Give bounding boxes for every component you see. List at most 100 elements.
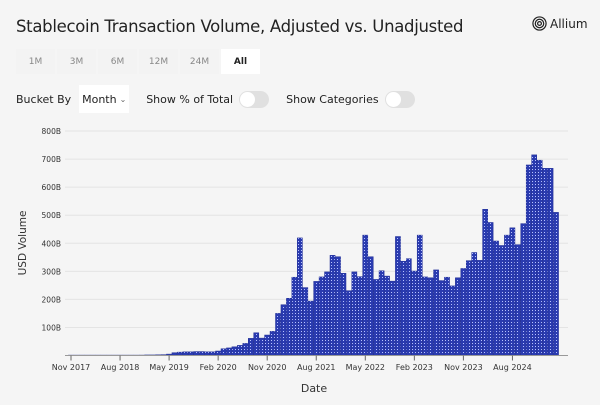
x-axis-label: Date bbox=[301, 382, 328, 395]
bar[interactable] bbox=[318, 276, 325, 356]
bar[interactable] bbox=[444, 276, 450, 356]
bar[interactable] bbox=[389, 280, 396, 356]
bar[interactable] bbox=[449, 285, 456, 356]
x-tick-label: May 2019 bbox=[149, 363, 188, 372]
bar[interactable] bbox=[198, 351, 205, 356]
bar[interactable] bbox=[335, 256, 341, 356]
bar[interactable] bbox=[177, 351, 183, 356]
bar[interactable] bbox=[193, 351, 200, 356]
bar[interactable] bbox=[411, 270, 418, 356]
bar[interactable] bbox=[264, 334, 270, 356]
show-pct-label: Show % of Total bbox=[146, 92, 234, 106]
bar[interactable] bbox=[357, 276, 363, 356]
bar[interactable] bbox=[553, 212, 559, 356]
y-tick-label: 600B bbox=[42, 183, 61, 192]
x-tick-label: Feb 2020 bbox=[200, 363, 237, 372]
bar[interactable] bbox=[504, 234, 510, 356]
bar[interactable] bbox=[307, 300, 314, 356]
bar[interactable] bbox=[520, 223, 527, 356]
bar[interactable] bbox=[482, 209, 488, 356]
bar[interactable] bbox=[498, 245, 505, 356]
bar[interactable] bbox=[182, 351, 189, 356]
bar[interactable] bbox=[188, 351, 194, 356]
bar[interactable] bbox=[351, 271, 358, 356]
bar[interactable] bbox=[280, 304, 287, 356]
allium-logo-icon bbox=[532, 16, 547, 31]
bar[interactable] bbox=[346, 290, 352, 356]
range-all-button[interactable]: All bbox=[221, 49, 260, 74]
bar[interactable] bbox=[427, 277, 434, 356]
bucket-select[interactable]: Month ⌄ bbox=[79, 85, 130, 113]
bar[interactable] bbox=[340, 273, 347, 356]
logo-text: Allium bbox=[550, 16, 588, 31]
bar[interactable] bbox=[422, 276, 428, 356]
range-12m-button[interactable]: 12M bbox=[139, 49, 178, 74]
range-1m-button[interactable]: 1M bbox=[16, 49, 55, 74]
bar[interactable] bbox=[542, 168, 548, 356]
bar[interactable] bbox=[400, 260, 407, 356]
bar[interactable] bbox=[204, 351, 210, 356]
bar[interactable] bbox=[460, 268, 467, 356]
bar[interactable] bbox=[515, 244, 521, 356]
bar[interactable] bbox=[242, 343, 249, 356]
bar[interactable] bbox=[220, 348, 227, 356]
bar[interactable] bbox=[509, 227, 516, 356]
y-tick-label: 200B bbox=[42, 295, 61, 304]
y-tick-label: 400B bbox=[42, 239, 61, 248]
bar[interactable] bbox=[253, 332, 260, 356]
bar[interactable] bbox=[258, 337, 265, 356]
range-24m-button[interactable]: 24M bbox=[180, 49, 219, 74]
y-tick-label: 300B bbox=[42, 267, 61, 276]
bar[interactable] bbox=[248, 338, 254, 356]
bar[interactable] bbox=[471, 252, 478, 356]
show-categories-toggle[interactable] bbox=[384, 90, 415, 108]
bar[interactable] bbox=[547, 168, 554, 356]
bar[interactable] bbox=[531, 154, 538, 356]
bar[interactable] bbox=[275, 313, 281, 356]
bar[interactable] bbox=[476, 260, 483, 356]
bar[interactable] bbox=[536, 159, 543, 356]
bar[interactable] bbox=[237, 345, 243, 356]
y-tick-label: 800B bbox=[42, 127, 61, 136]
bar[interactable] bbox=[395, 236, 401, 356]
range-3m-button[interactable]: 3M bbox=[57, 49, 96, 74]
bar[interactable] bbox=[493, 240, 499, 356]
bar[interactable] bbox=[433, 269, 439, 356]
bar[interactable] bbox=[438, 280, 445, 356]
bar[interactable] bbox=[302, 287, 309, 356]
bar[interactable] bbox=[286, 298, 292, 356]
bar[interactable] bbox=[416, 234, 423, 356]
bar[interactable] bbox=[466, 260, 472, 356]
bar[interactable] bbox=[487, 222, 494, 356]
bar[interactable] bbox=[362, 234, 369, 356]
x-tick-label: May 2022 bbox=[346, 363, 385, 372]
bar[interactable] bbox=[215, 350, 221, 356]
bar[interactable] bbox=[209, 351, 216, 356]
x-tick-label: Nov 2020 bbox=[248, 363, 287, 372]
x-tick-label: Aug 2021 bbox=[297, 363, 336, 372]
bar[interactable] bbox=[384, 275, 390, 356]
bar[interactable] bbox=[406, 258, 412, 356]
x-tick-label: Aug 2024 bbox=[493, 363, 532, 372]
y-tick-label: 100B bbox=[42, 323, 61, 332]
show-categories-label: Show Categories bbox=[286, 92, 379, 106]
bar[interactable] bbox=[226, 347, 232, 356]
bar[interactable] bbox=[378, 270, 385, 356]
bar[interactable] bbox=[373, 279, 379, 356]
bar[interactable] bbox=[329, 255, 336, 356]
bucket-value: Month bbox=[82, 92, 117, 106]
x-tick-label: Nov 2017 bbox=[52, 363, 91, 372]
bar[interactable] bbox=[297, 237, 303, 356]
bar[interactable] bbox=[291, 276, 298, 356]
bar[interactable] bbox=[525, 164, 532, 356]
bar[interactable] bbox=[313, 281, 319, 356]
bar[interactable] bbox=[231, 346, 238, 356]
bar[interactable] bbox=[455, 277, 461, 356]
show-pct-toggle[interactable] bbox=[239, 90, 270, 108]
bar[interactable] bbox=[367, 256, 374, 356]
chevron-down-icon: ⌄ bbox=[119, 94, 127, 104]
bar[interactable] bbox=[324, 271, 330, 356]
bucket-by-label: Bucket By bbox=[16, 92, 72, 106]
bar[interactable] bbox=[269, 331, 276, 356]
range-6m-button[interactable]: 6M bbox=[98, 49, 137, 74]
